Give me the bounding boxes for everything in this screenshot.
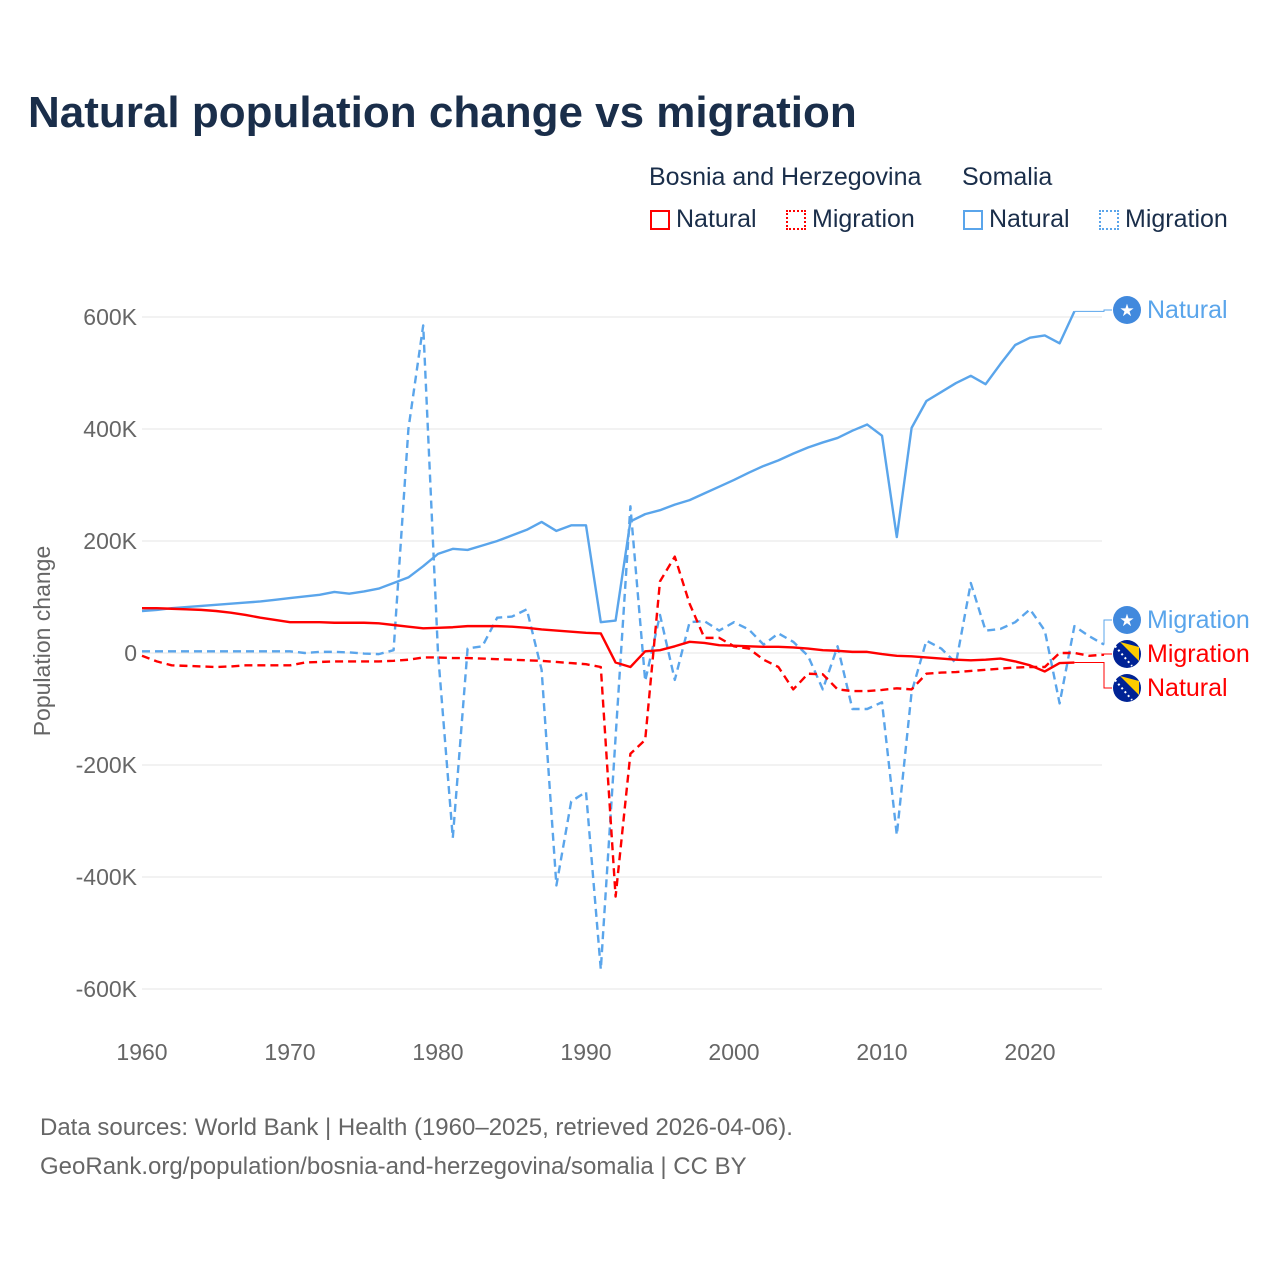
- series-end-label: Migration: [1147, 606, 1250, 634]
- x-tick-label: 2000: [708, 1039, 759, 1065]
- legend-group-somalia: Somalia: [962, 163, 1053, 191]
- y-tick-label: -400K: [76, 864, 138, 890]
- label-leader: [1074, 309, 1112, 312]
- series-end-label: Natural: [1147, 296, 1228, 324]
- y-tick-label: 0: [124, 640, 137, 666]
- series-line-somalia-migration: [142, 324, 1105, 971]
- series-line-somalia-natural: [141, 310, 1076, 624]
- legend-swatch-dotted: [1099, 210, 1119, 230]
- legend-somalia-natural[interactable]: Natural: [963, 205, 1070, 234]
- legend-bosnia-migration[interactable]: Migration: [786, 205, 915, 234]
- x-tick-label: 1960: [116, 1039, 167, 1065]
- series-end-label: Migration: [1147, 640, 1250, 668]
- series-line-bosnia-and-herzegovina-migration: [141, 555, 1105, 898]
- footer: Data sources: World Bank | Health (1960–…: [40, 1108, 793, 1186]
- footer-link[interactable]: GeoRank.org/population/bosnia-and-herzeg…: [40, 1153, 747, 1180]
- series-end-label: Natural: [1147, 674, 1228, 702]
- label-leader: [1074, 662, 1112, 689]
- somalia-flag-icon: ★: [1113, 296, 1141, 324]
- y-tick-label: -600K: [76, 976, 138, 1002]
- footer-sources: Data sources: World Bank | Health (1960–…: [40, 1114, 793, 1141]
- x-tick-label: 2010: [856, 1039, 907, 1065]
- legend-bosnia-natural[interactable]: Natural: [650, 205, 757, 234]
- x-tick-label: 1970: [264, 1039, 315, 1065]
- y-tick-label: 200K: [83, 528, 137, 554]
- y-tick-label: -200K: [76, 752, 138, 778]
- bosnia-flag-icon: [1113, 674, 1141, 702]
- y-tick-label: 600K: [83, 304, 137, 330]
- x-tick-label: 1990: [560, 1039, 611, 1065]
- label-leader: [1103, 619, 1112, 645]
- legend-swatch-dotted: [786, 210, 806, 230]
- legend-group-bosnia: Bosnia and Herzegovina: [649, 163, 922, 191]
- legend-swatch-solid: [650, 210, 670, 230]
- svg-text:★: ★: [1119, 301, 1134, 320]
- somalia-flag-icon: ★: [1113, 606, 1141, 634]
- y-tick-label: 400K: [83, 416, 137, 442]
- legend-swatch-solid: [963, 210, 983, 230]
- x-tick-label: 2020: [1004, 1039, 1055, 1065]
- x-tick-label: 1980: [412, 1039, 463, 1065]
- legend-somalia-migration[interactable]: Migration: [1099, 205, 1228, 234]
- plot-area: 600K 400K 200K 0 -200K -400K -600K 1960 1970 1980…: [29, 296, 1250, 1065]
- chart-title: Natural population change vs migration: [28, 88, 857, 137]
- label-leader: [1103, 653, 1112, 655]
- series-line-bosnia-and-herzegovina-natural: [142, 607, 1075, 673]
- y-axis-label: Population change: [29, 546, 55, 737]
- bosnia-flag-icon: [1113, 640, 1141, 668]
- svg-text:★: ★: [1119, 611, 1134, 630]
